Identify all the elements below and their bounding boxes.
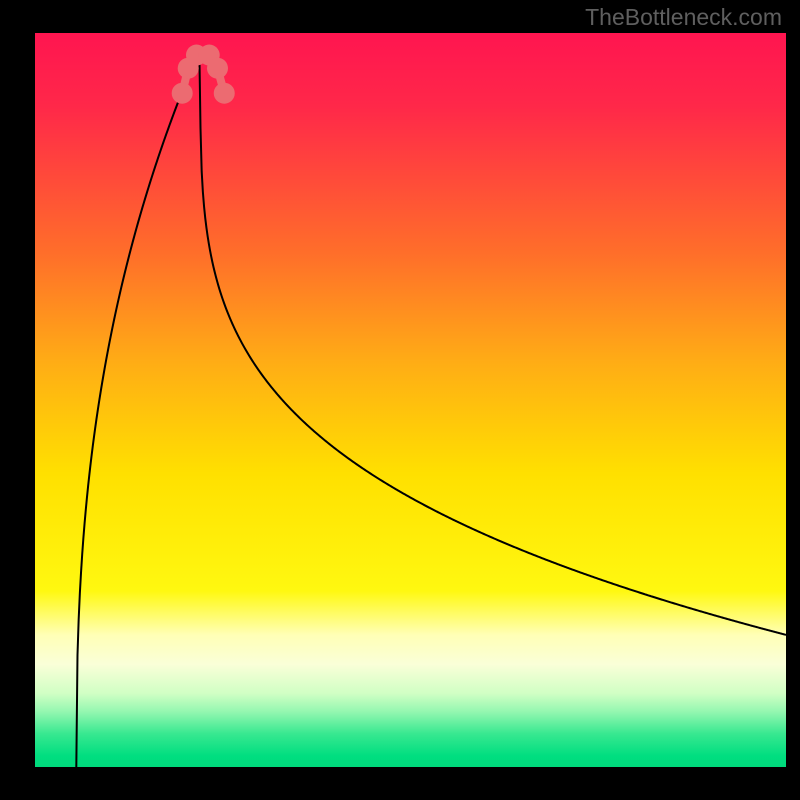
watermark-text: TheBottleneck.com	[585, 4, 782, 31]
chart-gradient-background	[35, 33, 786, 767]
marker-dot	[172, 83, 193, 104]
marker-dot	[214, 83, 235, 104]
bottleneck-chart	[0, 0, 800, 800]
marker-dot	[207, 58, 228, 79]
